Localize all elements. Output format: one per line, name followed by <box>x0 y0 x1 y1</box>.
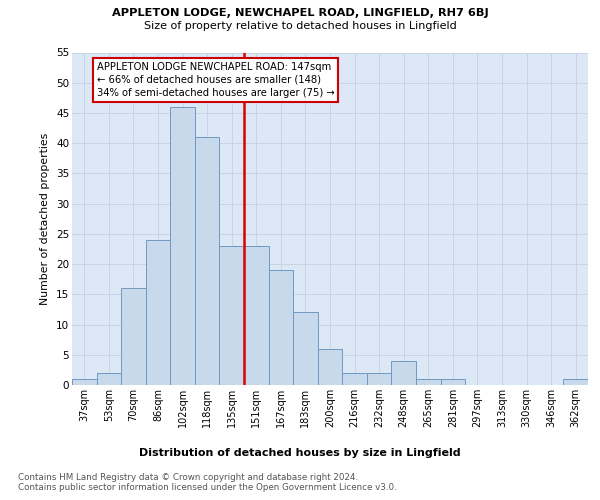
Text: APPLETON LODGE, NEWCHAPEL ROAD, LINGFIELD, RH7 6BJ: APPLETON LODGE, NEWCHAPEL ROAD, LINGFIEL… <box>112 8 488 18</box>
Bar <box>342 373 367 385</box>
Text: Size of property relative to detached houses in Lingfield: Size of property relative to detached ho… <box>143 21 457 31</box>
Text: APPLETON LODGE NEWCHAPEL ROAD: 147sqm
← 66% of detached houses are smaller (148): APPLETON LODGE NEWCHAPEL ROAD: 147sqm ← … <box>97 62 334 98</box>
Bar <box>170 107 195 385</box>
Bar <box>293 312 318 385</box>
Bar <box>244 246 269 385</box>
Bar <box>269 270 293 385</box>
Bar <box>416 379 440 385</box>
Bar <box>121 288 146 385</box>
Bar <box>195 137 220 385</box>
Bar <box>72 379 97 385</box>
Text: Contains HM Land Registry data © Crown copyright and database right 2024.
Contai: Contains HM Land Registry data © Crown c… <box>18 472 397 492</box>
Bar <box>97 373 121 385</box>
Bar <box>220 246 244 385</box>
Text: Distribution of detached houses by size in Lingfield: Distribution of detached houses by size … <box>139 448 461 458</box>
Y-axis label: Number of detached properties: Number of detached properties <box>40 132 50 305</box>
Bar <box>440 379 465 385</box>
Bar <box>367 373 391 385</box>
Bar <box>318 348 342 385</box>
Bar <box>563 379 588 385</box>
Bar <box>146 240 170 385</box>
Bar <box>391 361 416 385</box>
